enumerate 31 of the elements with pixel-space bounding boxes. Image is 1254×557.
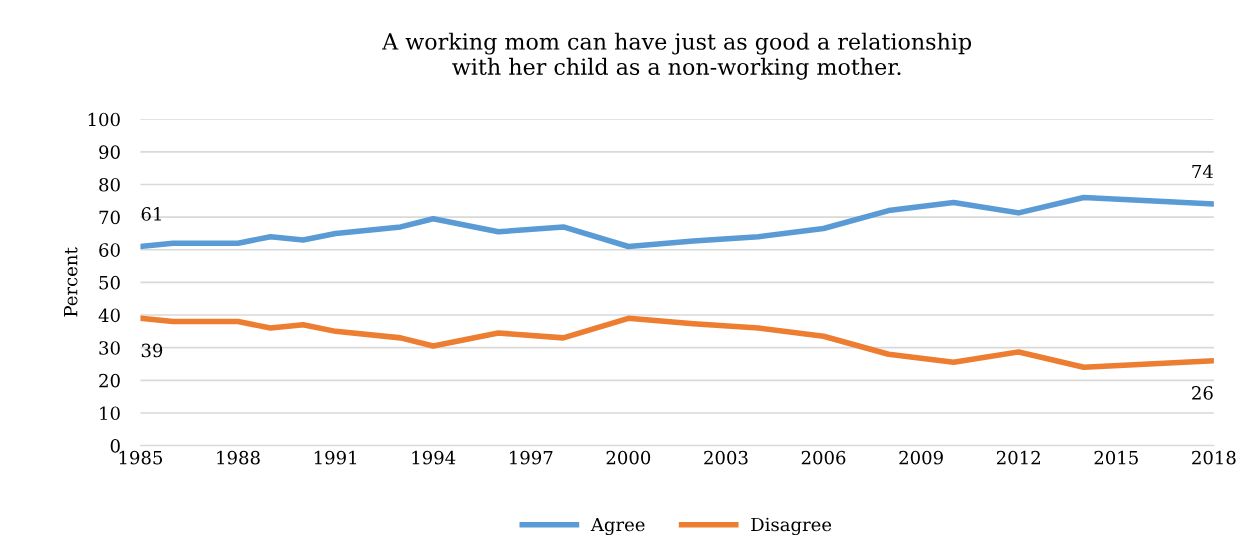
y-tick-label: 30 (99, 341, 120, 355)
y-axis-title: Percent (64, 247, 78, 317)
y-tick-label: 50 (99, 275, 120, 290)
x-tick-label: 1988 (217, 450, 260, 465)
legend-label: Disagree (751, 517, 832, 536)
legend-label: Agree (590, 517, 645, 536)
data-label: 39 (141, 343, 163, 358)
x-tick-label: 2009 (899, 450, 943, 465)
x-tick-label: 2015 (1094, 450, 1138, 465)
y-tick-label: 70 (99, 210, 120, 225)
x-tick-label: 1985 (119, 450, 163, 465)
x-tick-label: 2012 (996, 450, 1040, 465)
y-tick-label: 0 (110, 439, 120, 453)
x-tick-label: 1991 (314, 450, 357, 465)
x-tick-label: 2003 (704, 450, 748, 465)
y-tick-label: 20 (99, 373, 120, 388)
y-tick-label: 10 (100, 406, 120, 421)
x-tick-label: 1994 (412, 450, 456, 465)
y-tick-label: 100 (88, 112, 120, 127)
data-label: 61 (141, 207, 161, 221)
chart-title: A working mom can have just as good a relationship with her child as a non-working mother. (381, 32, 972, 80)
y-tick-label: 40 (98, 308, 120, 323)
x-tick-label: 1997 (510, 450, 553, 465)
data-label: 26 (1192, 386, 1213, 400)
data-label: 74 (1192, 164, 1213, 179)
x-tick-label: 2000 (606, 450, 651, 465)
y-tick-label: 90 (99, 145, 120, 159)
y-tick-label: 80 (99, 177, 120, 192)
y-tick-label: 60 (99, 243, 120, 257)
x-tick-label: 2018 (1192, 450, 1236, 465)
x-tick-label: 2006 (801, 450, 846, 465)
